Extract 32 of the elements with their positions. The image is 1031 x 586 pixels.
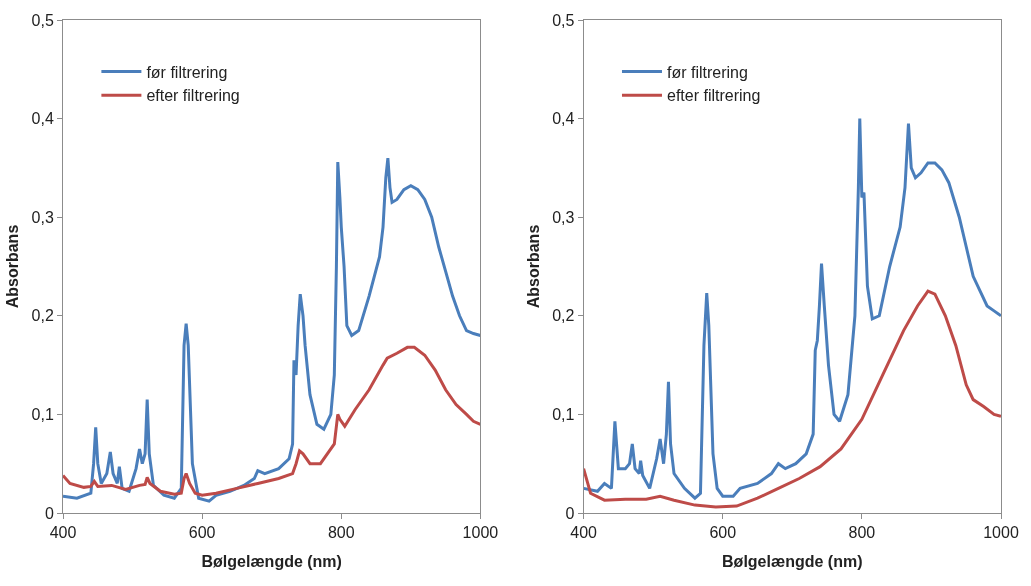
y-tick-label: 0,2 [31, 307, 54, 325]
y-tick-label: 0,3 [31, 208, 54, 226]
y-axis-title: Absorbans [525, 224, 543, 309]
y-tick-label: 0,3 [552, 208, 575, 226]
line-series [63, 156, 481, 503]
x-tick-label: 800 [848, 524, 876, 542]
y-tick-label: 0 [44, 504, 54, 522]
y-tick-label: 0,4 [31, 110, 54, 128]
legend-label: efter filtrering [666, 87, 761, 105]
y-tick-label: 0 [565, 504, 575, 522]
legend-label: før filtrering [146, 63, 228, 81]
line-series [583, 289, 1001, 509]
x-tick-label: 600 [709, 524, 737, 542]
line-series [583, 117, 1001, 500]
y-axis-title: Absorbans [4, 224, 22, 309]
x-tick-label: 1000 [983, 524, 1019, 542]
y-tick-label: 0,1 [31, 406, 54, 423]
x-axis-title: Bølgelængde (nm) [201, 552, 342, 570]
y-tick-label: 0,1 [552, 406, 575, 423]
x-tick-label: 400 [49, 524, 77, 542]
x-tick-label: 600 [188, 524, 216, 542]
y-tick-label: 0,5 [552, 11, 575, 29]
legend-label: før filtrering [666, 63, 748, 81]
x-tick-label: 800 [327, 524, 355, 542]
x-axis-title: Bølgelængde (nm) [722, 552, 863, 570]
x-tick-label: 400 [570, 524, 598, 542]
legend-label: efter filtrering [146, 87, 240, 105]
x-tick-label: 1000 [462, 524, 499, 542]
y-tick-label: 0,2 [552, 307, 575, 325]
y-tick-label: 0,4 [552, 110, 575, 128]
y-tick-label: 0,5 [31, 11, 54, 29]
line-series [63, 345, 481, 497]
